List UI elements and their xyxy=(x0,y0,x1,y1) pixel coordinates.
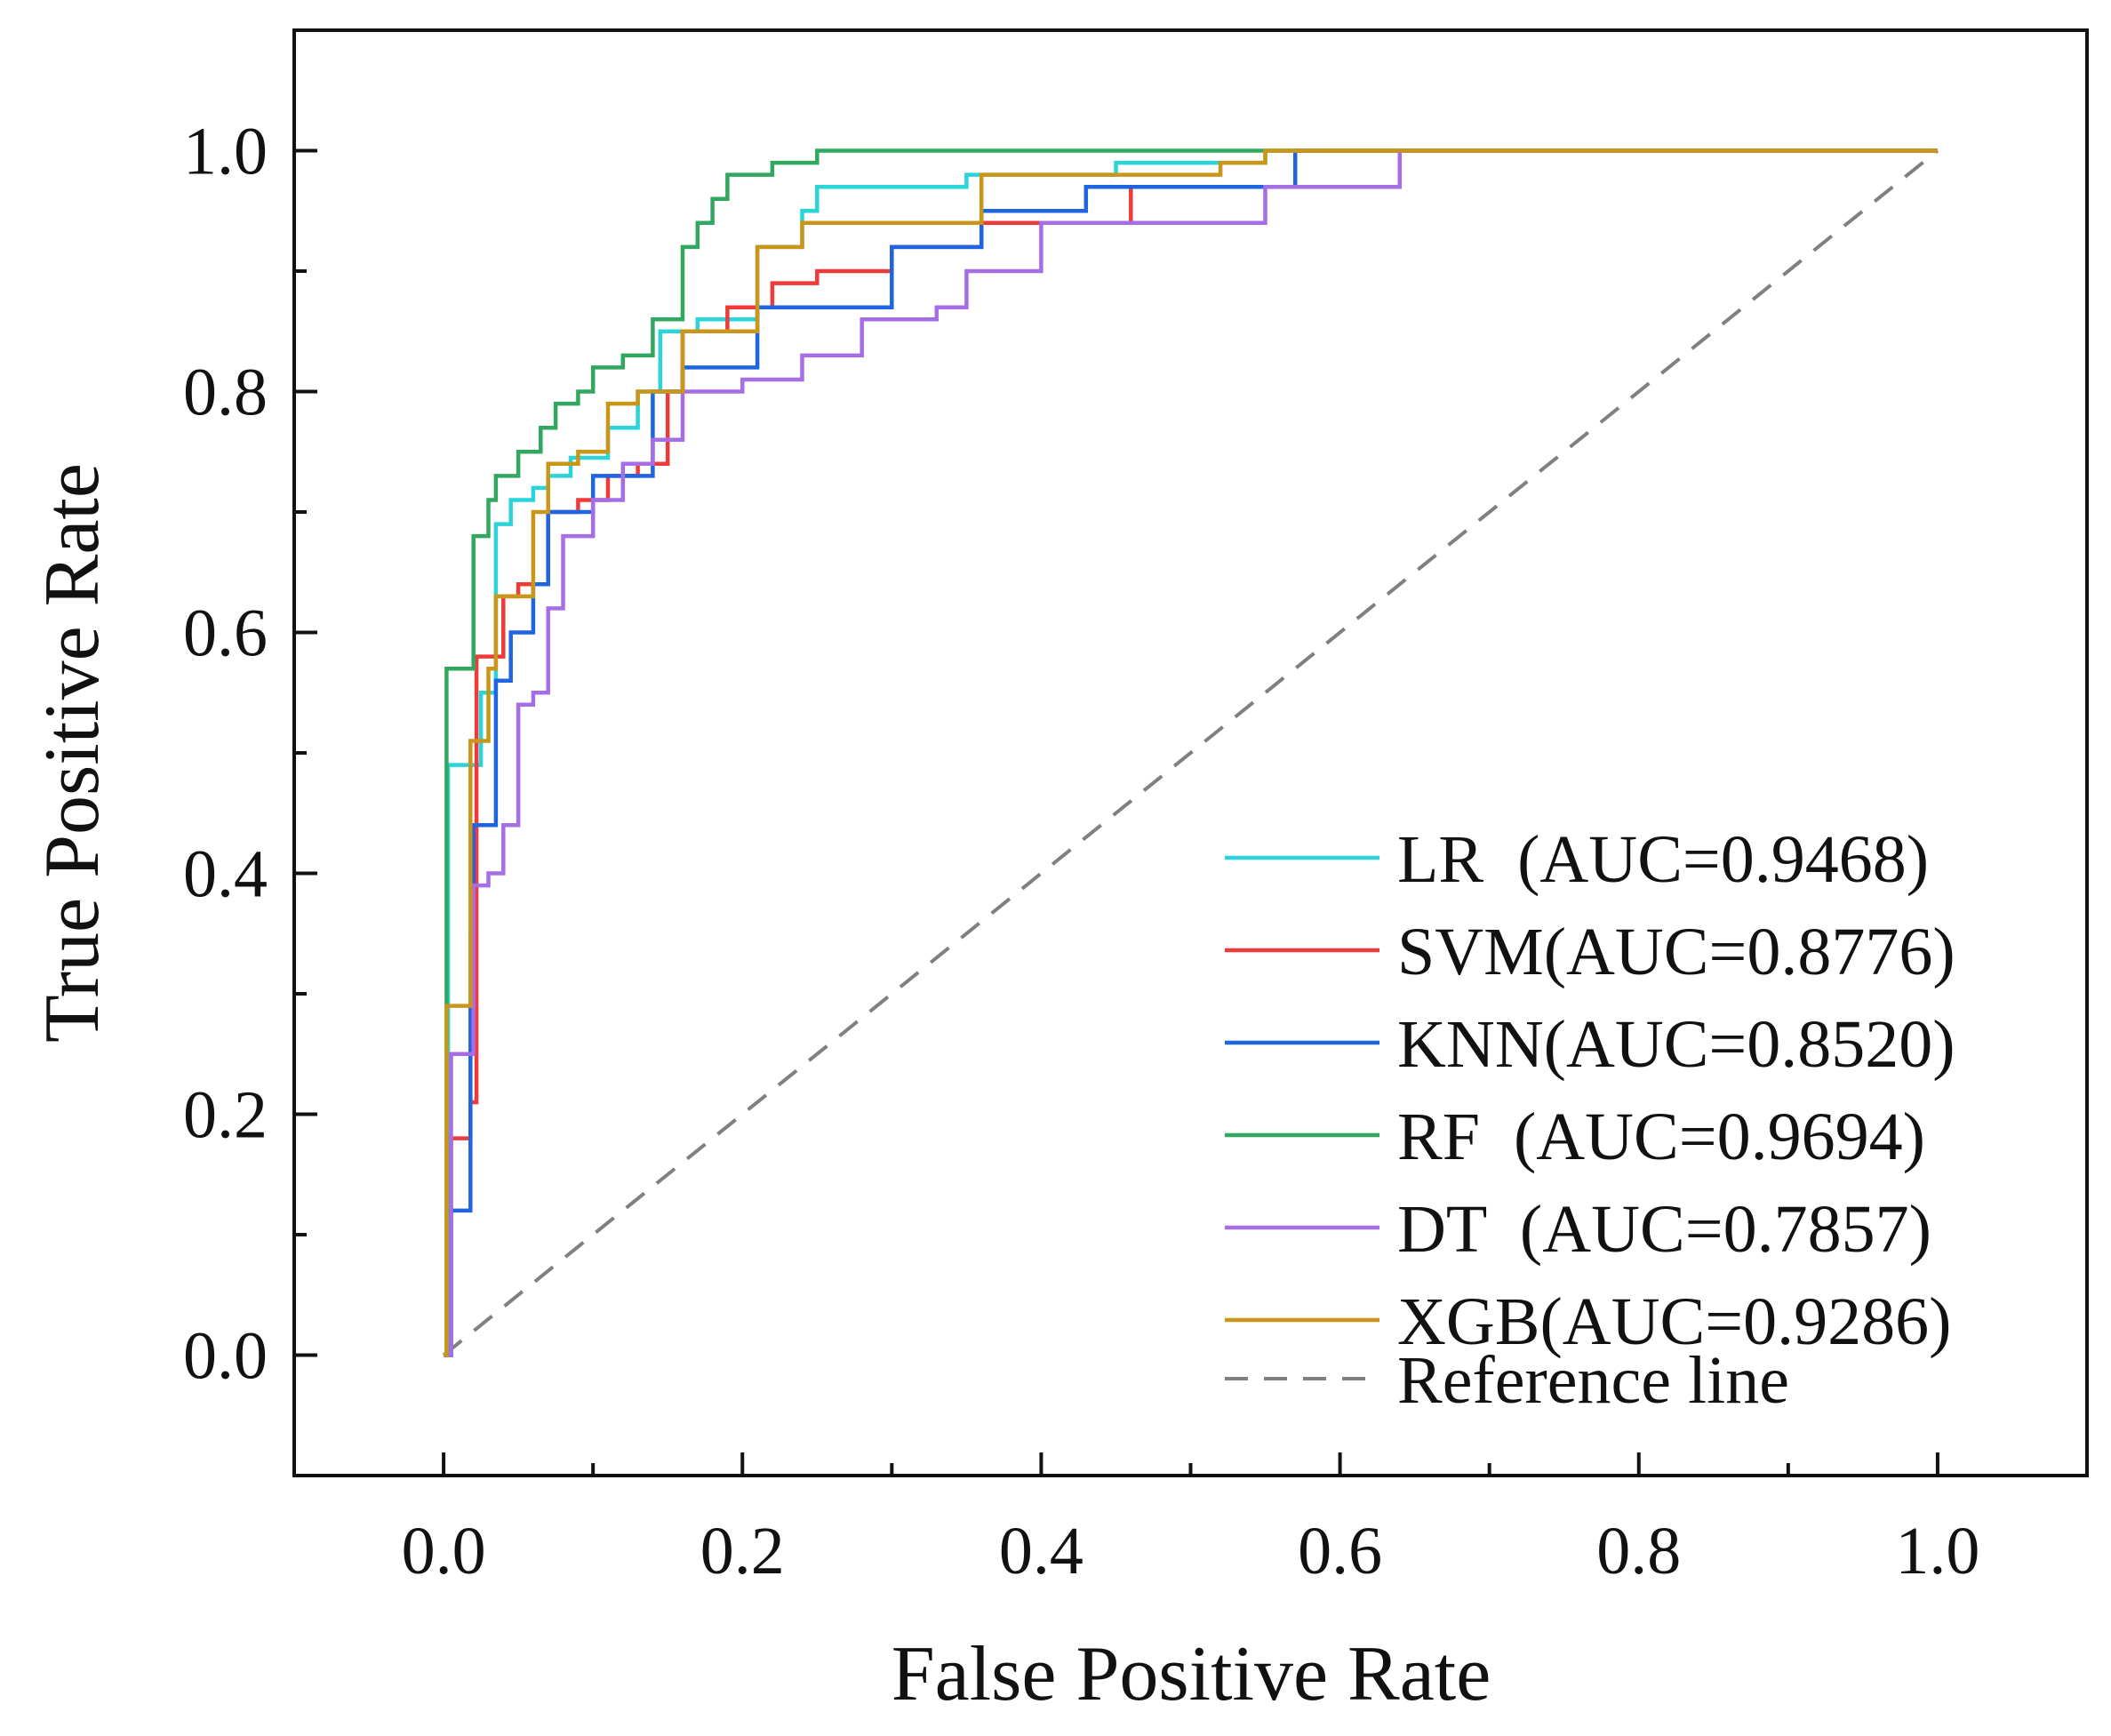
series-layer xyxy=(442,148,1939,1357)
x-axis-title: False Positive Rate xyxy=(892,1631,1491,1717)
series-line-rf xyxy=(444,148,1938,1357)
series-line-xgb xyxy=(444,148,1938,1357)
legend-label-lr: LR (AUC=0.9468) xyxy=(1397,822,1929,897)
x-tick-label: 0.8 xyxy=(1596,1514,1681,1588)
series-line-knn xyxy=(444,148,1938,1357)
legend-label-rf: RF (AUC=0.9694) xyxy=(1397,1100,1925,1174)
series-line-reference-line xyxy=(442,148,1939,1357)
y-tick-label: 1.0 xyxy=(183,115,268,189)
y-tick-label: 0.6 xyxy=(183,596,268,671)
legend: LR (AUC=0.9468) SVM(AUC=0.8776) KNN(AUC=0.… xyxy=(1225,822,1955,1418)
x-tick-label: 0.0 xyxy=(402,1514,486,1588)
series-line-dt xyxy=(444,148,1938,1357)
y-tick-label: 0.4 xyxy=(183,837,268,912)
x-tick-label: 1.0 xyxy=(1895,1514,1979,1588)
x-tick-label: 0.4 xyxy=(999,1514,1083,1588)
y-axis-title: True Positive Rate xyxy=(29,463,116,1043)
x-tick-label: 0.2 xyxy=(700,1514,785,1588)
x-tick-label: 0.6 xyxy=(1298,1514,1382,1588)
legend-label-xgb: XGB(AUC=0.9286) xyxy=(1397,1284,1951,1359)
y-tick-label: 0.8 xyxy=(183,356,268,430)
legend-label-dt: DT (AUC=0.7857) xyxy=(1397,1192,1931,1267)
y-tick-label: 0.2 xyxy=(183,1078,268,1153)
legend-label-reference-line: Reference line xyxy=(1397,1343,1789,1418)
y-tick-label: 0.0 xyxy=(183,1319,268,1394)
legend-label-svm: SVM(AUC=0.8776) xyxy=(1397,915,1955,989)
axes-layer: 0.0 0.2 0.4 0.6 0.8 1.0 0.0 0.2 0.4 0.6 0.8 1.0 xyxy=(183,115,1979,1589)
legend-label-knn: KNN(AUC=0.8520) xyxy=(1397,1007,1955,1082)
